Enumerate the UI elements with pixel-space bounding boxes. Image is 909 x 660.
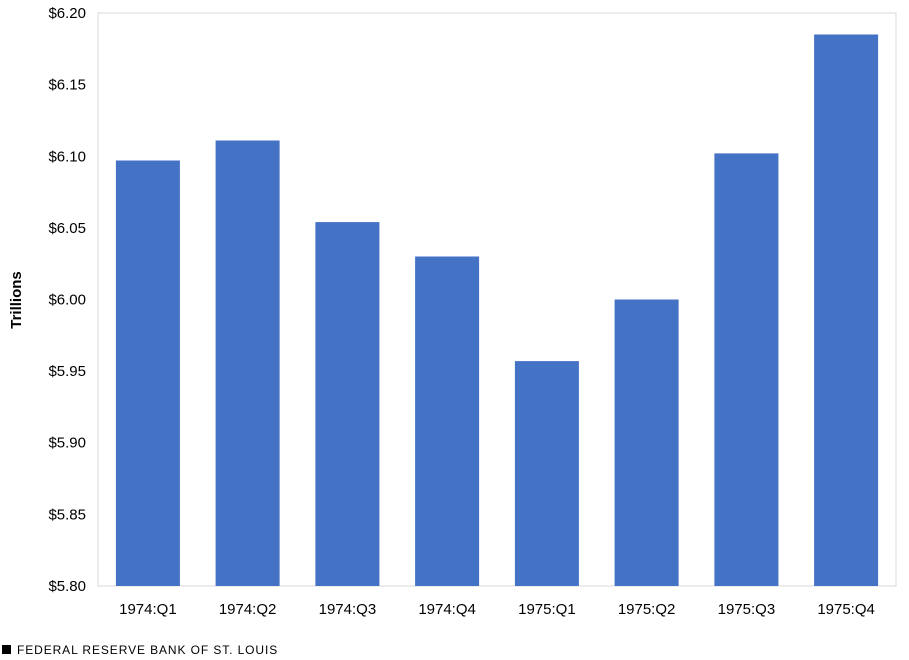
bar-1974-q1 bbox=[115, 160, 180, 586]
y-tick-label: $6.10 bbox=[48, 148, 86, 165]
source-footer: FEDERAL RESERVE BANK OF ST. LOUIS bbox=[2, 643, 278, 657]
source-label: FEDERAL RESERVE BANK OF ST. LOUIS bbox=[17, 643, 279, 657]
x-tick-label: 1975:Q4 bbox=[817, 601, 875, 618]
y-tick-label: $6.05 bbox=[48, 220, 86, 237]
y-axis-label: Trillions bbox=[8, 271, 25, 329]
bar-1974-q3 bbox=[315, 222, 380, 586]
y-tick-label: $6.00 bbox=[48, 292, 86, 309]
x-tick-label: 1975:Q1 bbox=[518, 601, 576, 618]
plot-area-frame bbox=[97, 12, 897, 587]
x-tick-label: 1975:Q2 bbox=[618, 601, 676, 618]
bar-1975-q3 bbox=[714, 153, 779, 586]
x-axis-ticks: 1974:Q1 1974:Q2 1974:Q3 1974:Q4 1975:Q1 1975:… bbox=[119, 601, 875, 618]
y-tick-label: $6.20 bbox=[48, 5, 86, 22]
x-tick-label: 1974:Q1 bbox=[119, 601, 177, 618]
square-bullet-icon bbox=[2, 645, 11, 654]
x-tick-label: 1974:Q2 bbox=[219, 601, 277, 618]
y-tick-label: $5.95 bbox=[48, 363, 86, 380]
bar-1975-q4 bbox=[814, 34, 879, 586]
bar-chart: $5.80 $5.85 $5.90 $5.95 $6.00 $6.05 $6.10 $6.15… bbox=[8, 5, 897, 618]
x-tick-label: 1975:Q3 bbox=[718, 601, 776, 618]
bar-1975-q2 bbox=[614, 299, 679, 586]
y-tick-label: $6.15 bbox=[48, 77, 86, 94]
y-axis-ticks: $5.80 $5.85 $5.90 $5.95 $6.00 $6.05 $6.10 $6.15… bbox=[48, 5, 86, 595]
bar-1974-q2 bbox=[215, 140, 280, 586]
y-tick-label: $5.85 bbox=[48, 506, 86, 523]
bars-group bbox=[115, 34, 879, 586]
y-tick-label: $5.90 bbox=[48, 435, 86, 452]
bar-1975-q1 bbox=[514, 361, 579, 586]
y-tick-label: $5.80 bbox=[48, 578, 86, 595]
x-tick-label: 1974:Q4 bbox=[418, 601, 476, 618]
x-tick-label: 1974:Q3 bbox=[319, 601, 377, 618]
bar-1974-q4 bbox=[415, 256, 480, 586]
